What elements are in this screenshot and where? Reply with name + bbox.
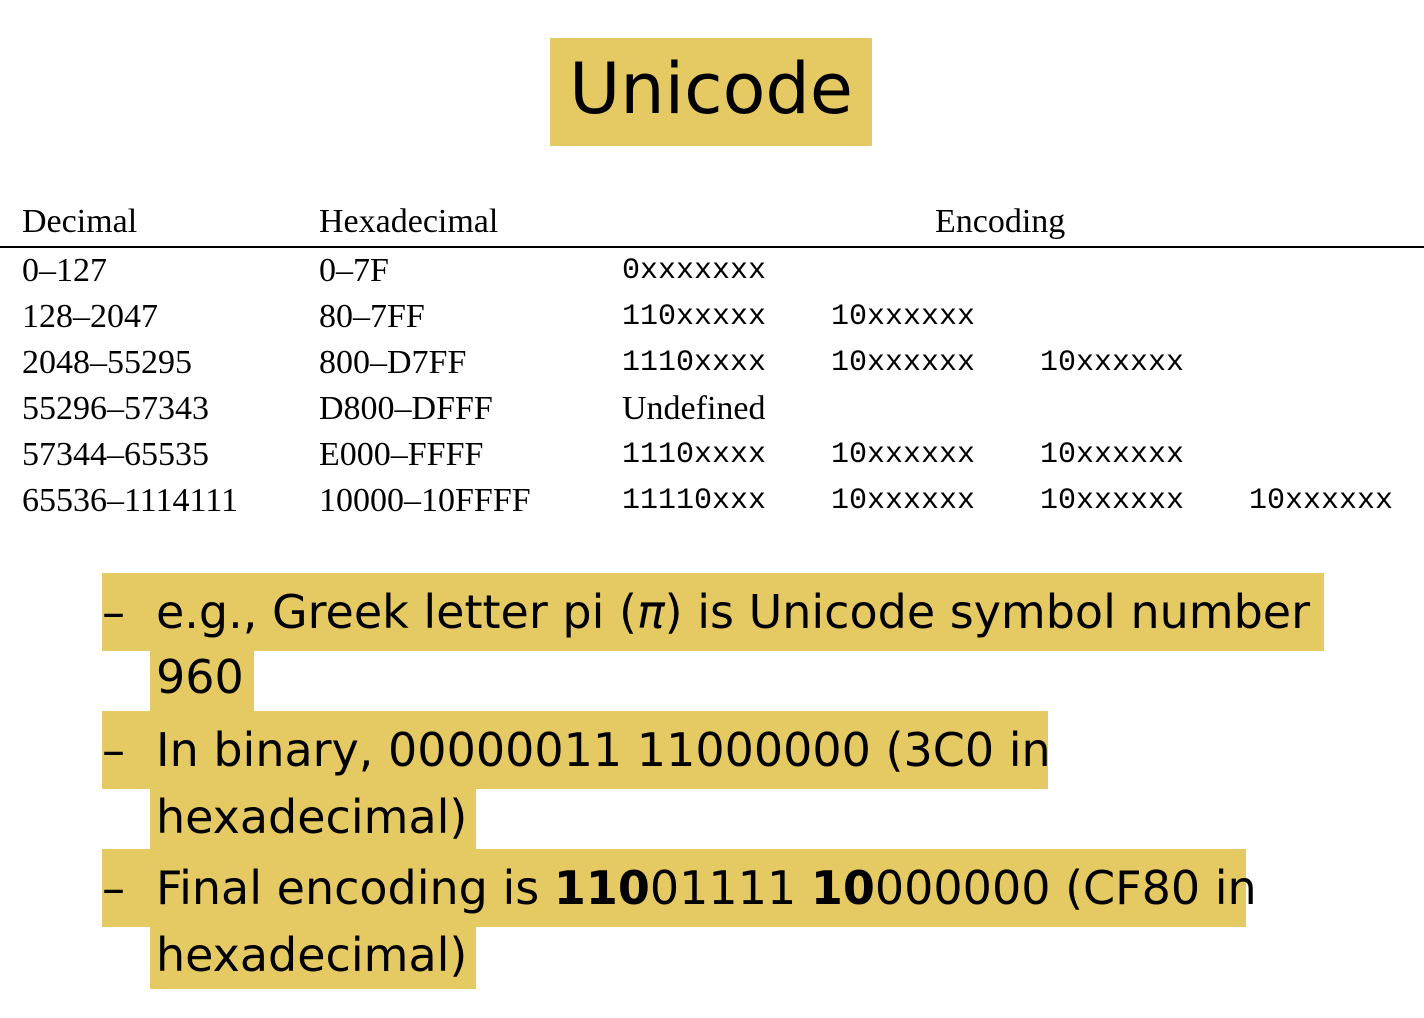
cell-hex: D800–DFFF	[319, 390, 493, 427]
bullet-dash: –	[102, 585, 125, 639]
cell-encoding-byte3: 10xxxxxx	[1040, 484, 1185, 518]
cell-hex: 800–D7FF	[319, 344, 467, 381]
bullet-3-line-1: – Final encoding is 11001111 10000000 (CF…	[102, 849, 1257, 927]
table-row: 2048–55295 800–D7FF 1110xxxx 10xxxxxx 10…	[0, 340, 1424, 386]
bullet-2-line-2: hexadecimal)	[150, 783, 476, 851]
cell-encoding-byte3: 10xxxxxx	[1040, 438, 1185, 472]
bullet-3-text-cont: hexadecimal)	[156, 928, 468, 982]
cell-hex: 10000–10FFFF	[319, 482, 531, 519]
cell-hex: 80–7FF	[319, 298, 425, 335]
cell-decimal: 128–2047	[22, 298, 158, 335]
cell-encoding-byte1: 1110xxxx	[622, 346, 767, 380]
table-row: 128–2047 80–7FF 110xxxxx 10xxxxxx	[0, 294, 1424, 340]
cell-encoding-byte4: 10xxxxxx	[1249, 484, 1394, 518]
bullet-1-line-1: – e.g., Greek letter pi (π) is Unicode sy…	[102, 573, 1324, 651]
bullet-2-line-1: – In binary, 00000011 11000000 (3C0 in	[102, 711, 1051, 789]
bullet-2-text-cont: hexadecimal)	[156, 790, 468, 844]
header-decimal: Decimal	[22, 203, 138, 240]
table-row: 57344–65535 E000–FFFF 1110xxxx 10xxxxxx …	[0, 432, 1424, 478]
cell-encoding-byte3: 10xxxxxx	[1040, 346, 1185, 380]
bullet-3-line-2: hexadecimal)	[150, 921, 476, 989]
bullet-3-text-c: 000000 (CF80 in	[874, 861, 1257, 915]
cell-encoding-byte2: 10xxxxxx	[831, 300, 976, 334]
cell-encoding-byte1: 0xxxxxxx	[622, 254, 767, 288]
bullet-dash: –	[102, 861, 125, 915]
cell-decimal: 57344–65535	[22, 436, 209, 473]
header-encoding: Encoding	[935, 203, 1066, 240]
cell-hex: 0–7F	[319, 252, 389, 289]
slide-title: Unicode	[569, 48, 853, 130]
cell-encoding-byte2: 10xxxxxx	[831, 438, 976, 472]
cell-decimal: 65536–1114111	[22, 482, 238, 519]
table-row: 55296–57343 D800–DFFF Undefined	[0, 386, 1424, 432]
cell-encoding-byte1: Undefined	[622, 390, 766, 427]
bullet-1-text-b: ) is Unicode symbol number	[664, 585, 1311, 639]
cell-decimal: 2048–55295	[22, 344, 192, 381]
bullet-1-text-a: e.g., Greek letter pi (	[156, 585, 637, 639]
bullet-1-line-2: 960	[150, 643, 254, 711]
utf8-encoding-table: Decimal Hexadecimal Encoding 0–127 0–7F …	[0, 200, 1424, 524]
cell-encoding-byte1: 11110xxx	[622, 484, 767, 518]
table-row: 65536–1114111 10000–10FFFF 11110xxx 10xx…	[0, 478, 1424, 524]
bullet-1-number: 960	[156, 650, 244, 704]
cell-encoding-byte1: 110xxxxx	[622, 300, 767, 334]
bullet-dash: –	[102, 723, 125, 777]
bullet-3-text-b: 01111	[649, 861, 811, 915]
cell-encoding-byte2: 10xxxxxx	[831, 484, 976, 518]
cell-hex: E000–FFFF	[319, 436, 484, 473]
cell-encoding-byte1: 1110xxxx	[622, 438, 767, 472]
table-row: 0–127 0–7F 0xxxxxxx	[0, 248, 1424, 294]
cell-decimal: 55296–57343	[22, 390, 209, 427]
bullet-3-text-a: Final encoding is	[156, 861, 554, 915]
pi-symbol: π	[636, 585, 665, 639]
table-header-row: Decimal Hexadecimal Encoding	[0, 200, 1424, 248]
bullet-3-bold-prefix-1: 110	[553, 861, 650, 915]
bullet-2-text: In binary, 00000011 11000000 (3C0 in	[156, 723, 1051, 777]
cell-encoding-byte2: 10xxxxxx	[831, 346, 976, 380]
cell-decimal: 0–127	[22, 252, 107, 289]
bullet-3-bold-prefix-2: 10	[810, 861, 875, 915]
header-hexadecimal: Hexadecimal	[319, 203, 499, 240]
title-highlight: Unicode	[550, 38, 872, 146]
